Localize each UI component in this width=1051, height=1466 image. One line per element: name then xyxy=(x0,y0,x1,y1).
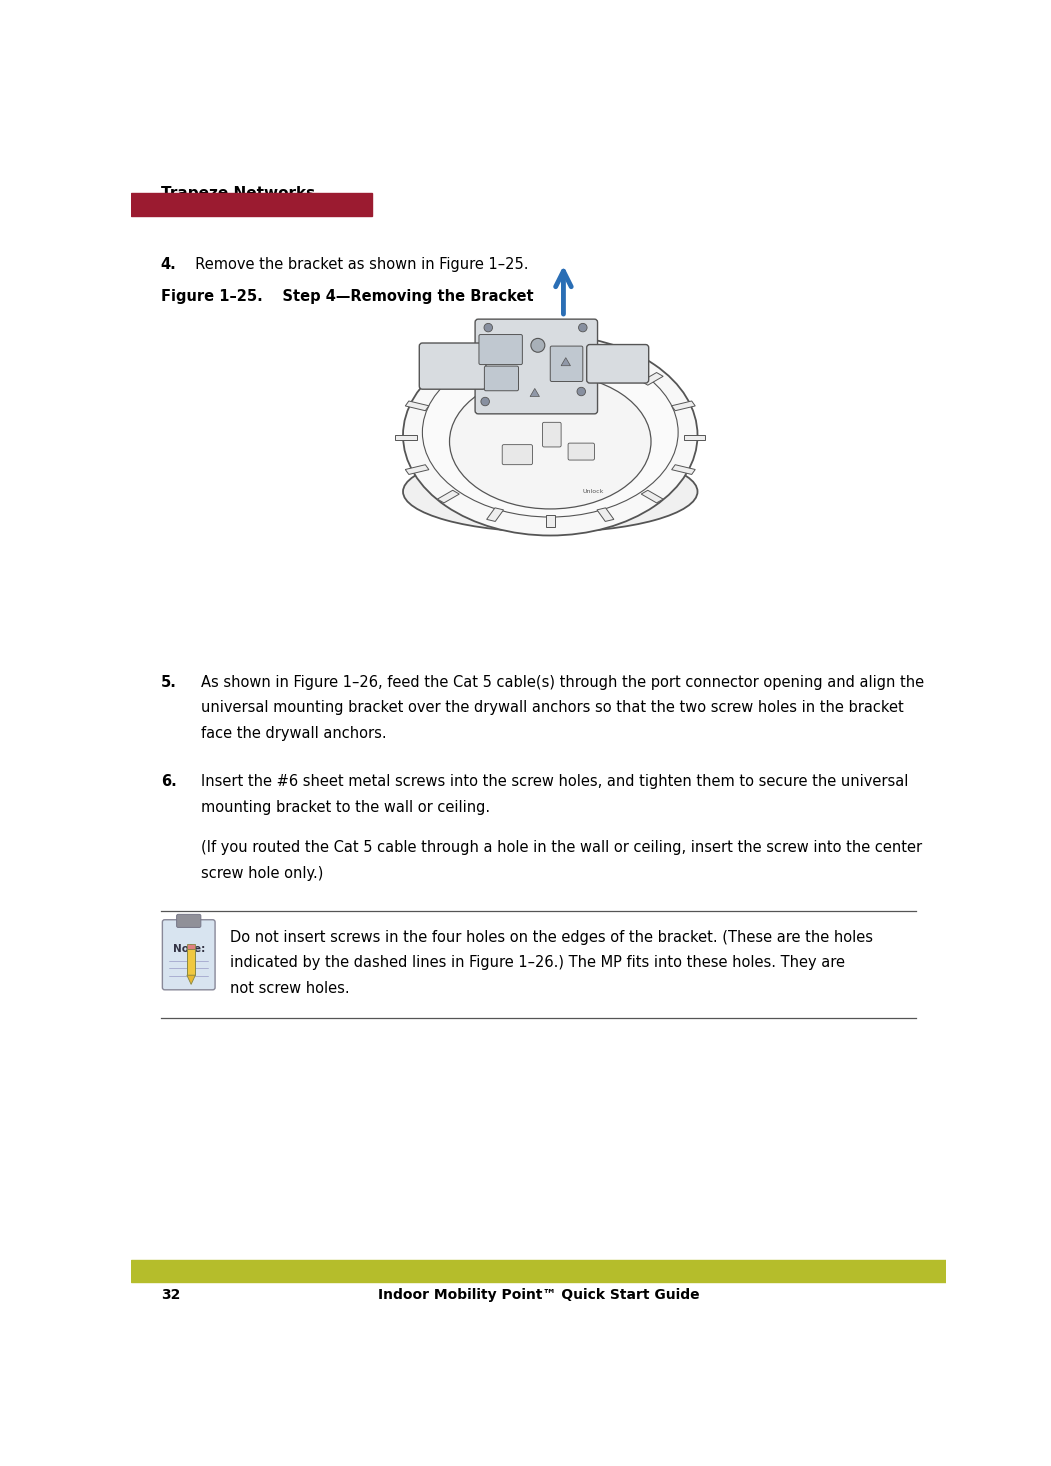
Polygon shape xyxy=(395,435,417,440)
FancyBboxPatch shape xyxy=(485,366,518,391)
Text: 5.: 5. xyxy=(161,674,177,690)
Polygon shape xyxy=(487,353,503,368)
Polygon shape xyxy=(672,402,696,410)
Text: Note:: Note: xyxy=(172,944,205,953)
Text: 6.: 6. xyxy=(161,774,177,789)
Polygon shape xyxy=(437,372,459,386)
Polygon shape xyxy=(597,353,614,368)
FancyBboxPatch shape xyxy=(475,320,598,413)
Polygon shape xyxy=(641,490,663,503)
Text: 32: 32 xyxy=(161,1287,180,1302)
Polygon shape xyxy=(641,372,663,386)
FancyBboxPatch shape xyxy=(162,919,215,990)
Polygon shape xyxy=(406,402,429,410)
Text: Indoor Mobility Point™ Quick Start Guide: Indoor Mobility Point™ Quick Start Guide xyxy=(377,1287,700,1302)
Text: universal mounting bracket over the drywall anchors so that the two screw holes : universal mounting bracket over the dryw… xyxy=(201,701,904,715)
Bar xyxy=(187,944,195,949)
Polygon shape xyxy=(597,507,614,522)
FancyBboxPatch shape xyxy=(542,422,561,447)
Circle shape xyxy=(578,324,588,331)
FancyBboxPatch shape xyxy=(586,345,648,383)
Polygon shape xyxy=(683,435,705,440)
Circle shape xyxy=(577,387,585,396)
Text: face the drywall anchors.: face the drywall anchors. xyxy=(201,726,387,740)
Text: Insert the #6 sheet metal screws into the screw holes, and tighten them to secur: Insert the #6 sheet metal screws into th… xyxy=(201,774,908,789)
Ellipse shape xyxy=(423,347,678,517)
Bar xyxy=(131,1261,946,1281)
Text: Remove the bracket as shown in Figure 1–25.: Remove the bracket as shown in Figure 1–… xyxy=(186,257,528,271)
Polygon shape xyxy=(672,465,696,475)
Ellipse shape xyxy=(403,452,698,532)
Polygon shape xyxy=(437,490,459,503)
FancyBboxPatch shape xyxy=(502,444,533,465)
Text: indicated by the dashed lines in Figure 1–26.) The MP fits into these holes. The: indicated by the dashed lines in Figure … xyxy=(230,956,845,970)
Circle shape xyxy=(481,397,490,406)
Text: Do not insert screws in the four holes on the edges of the bracket. (These are t: Do not insert screws in the four holes o… xyxy=(230,929,872,944)
Polygon shape xyxy=(487,507,503,522)
Polygon shape xyxy=(545,349,555,361)
FancyBboxPatch shape xyxy=(569,443,595,460)
Text: Unlock: Unlock xyxy=(582,490,603,494)
FancyBboxPatch shape xyxy=(551,346,583,381)
Polygon shape xyxy=(406,465,429,475)
Ellipse shape xyxy=(403,336,698,535)
Ellipse shape xyxy=(450,374,651,509)
Text: As shown in Figure 1–26, feed the Cat 5 cable(s) through the port connector open: As shown in Figure 1–26, feed the Cat 5 … xyxy=(201,674,924,690)
Polygon shape xyxy=(187,949,195,975)
Text: not screw holes.: not screw holes. xyxy=(230,981,349,995)
Bar xyxy=(131,194,372,216)
FancyBboxPatch shape xyxy=(419,343,486,388)
Text: screw hole only.): screw hole only.) xyxy=(201,866,324,881)
Polygon shape xyxy=(187,975,195,985)
Text: mounting bracket to the wall or ceiling.: mounting bracket to the wall or ceiling. xyxy=(201,799,490,815)
Text: 4.: 4. xyxy=(161,257,177,271)
Text: (If you routed the Cat 5 cable through a hole in the wall or ceiling, insert the: (If you routed the Cat 5 cable through a… xyxy=(201,840,922,856)
Text: Trapeze Networks: Trapeze Networks xyxy=(161,186,315,201)
FancyBboxPatch shape xyxy=(479,334,522,365)
Polygon shape xyxy=(545,515,555,528)
Circle shape xyxy=(485,324,493,331)
Circle shape xyxy=(531,339,544,352)
Text: Figure 1–25.  Step 4—Removing the Bracket: Figure 1–25. Step 4—Removing the Bracket xyxy=(161,289,534,303)
FancyBboxPatch shape xyxy=(177,915,201,928)
